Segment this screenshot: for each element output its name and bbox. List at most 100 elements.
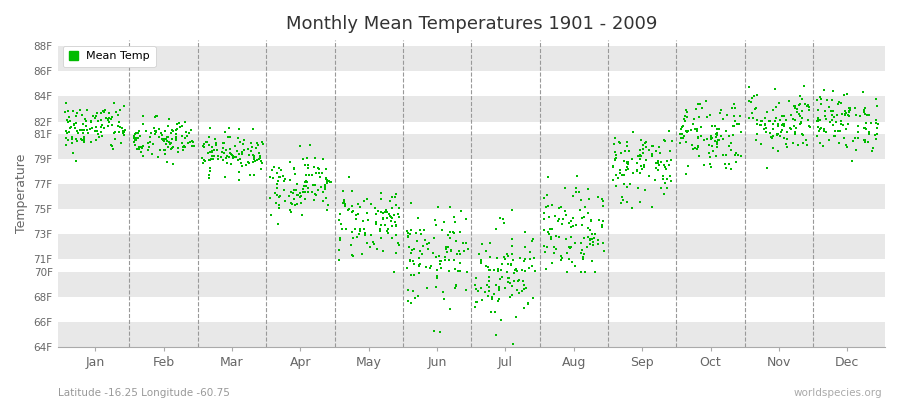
Point (379, 206, 393, 213)
Point (62, 114, 77, 120)
Point (582, 196, 597, 203)
Point (346, 252, 360, 259)
Point (88, 112, 103, 119)
Point (219, 155, 233, 162)
Point (596, 240, 610, 246)
Point (271, 221, 285, 227)
Point (472, 251, 486, 258)
Point (657, 162, 671, 168)
Point (89, 128, 104, 135)
Point (518, 281, 532, 288)
Point (200, 139, 214, 146)
Point (727, 118, 742, 124)
Point (143, 134, 157, 140)
Point (645, 151, 660, 157)
Point (869, 131, 884, 137)
Point (770, 123, 785, 129)
Point (714, 107, 728, 114)
Point (491, 283, 506, 290)
Point (358, 232, 373, 238)
Point (758, 114, 772, 121)
Point (240, 146, 255, 152)
Point (580, 244, 594, 250)
Point (335, 226, 349, 232)
Point (86, 113, 101, 119)
Point (866, 145, 880, 152)
Point (319, 166, 333, 172)
Point (790, 142, 805, 148)
Point (709, 130, 724, 136)
Point (347, 226, 362, 232)
Point (607, 140, 621, 147)
Point (526, 294, 540, 301)
Point (771, 131, 786, 137)
Point (81, 130, 95, 136)
Point (320, 178, 334, 184)
Point (296, 186, 310, 192)
Point (104, 114, 119, 120)
Point (818, 128, 832, 135)
Point (243, 172, 257, 178)
Point (365, 238, 380, 245)
Point (403, 257, 418, 263)
Point (680, 139, 694, 146)
Point (248, 158, 262, 164)
Point (828, 127, 842, 134)
Point (742, 84, 756, 90)
Point (419, 264, 434, 270)
Point (688, 126, 702, 132)
Point (203, 125, 218, 132)
Point (578, 269, 592, 275)
Point (862, 112, 877, 118)
Point (381, 225, 395, 232)
Point (246, 152, 260, 158)
Point (171, 145, 185, 151)
Point (349, 212, 364, 218)
Point (724, 140, 738, 146)
Point (653, 158, 668, 165)
Point (172, 120, 186, 126)
Point (166, 144, 180, 150)
Point (414, 231, 428, 238)
Point (505, 236, 519, 242)
Point (201, 149, 215, 156)
Point (223, 150, 238, 156)
Point (209, 140, 223, 146)
Point (584, 258, 598, 264)
Point (850, 134, 865, 141)
Point (779, 144, 794, 150)
Point (644, 143, 659, 149)
Point (657, 191, 671, 197)
Point (742, 115, 757, 122)
Point (87, 115, 102, 121)
Point (290, 192, 304, 198)
Point (839, 110, 853, 116)
Point (163, 140, 177, 147)
Point (173, 124, 187, 130)
Point (724, 166, 738, 173)
Point (68, 158, 83, 164)
Point (140, 146, 155, 153)
Point (755, 118, 770, 124)
Point (235, 148, 249, 155)
Point (583, 237, 598, 243)
Point (660, 184, 674, 191)
Point (401, 234, 416, 240)
Point (645, 143, 660, 150)
Point (131, 144, 146, 150)
Bar (58, 134, 885, 159)
Point (392, 242, 406, 248)
Point (481, 264, 495, 270)
Point (692, 153, 706, 160)
Point (350, 234, 365, 240)
Point (608, 135, 623, 142)
Point (108, 109, 122, 115)
Point (313, 174, 328, 180)
Point (369, 211, 383, 218)
Point (306, 182, 320, 188)
Point (338, 196, 352, 203)
Point (355, 250, 369, 257)
Point (557, 208, 572, 214)
Point (620, 143, 634, 149)
Point (103, 118, 117, 125)
